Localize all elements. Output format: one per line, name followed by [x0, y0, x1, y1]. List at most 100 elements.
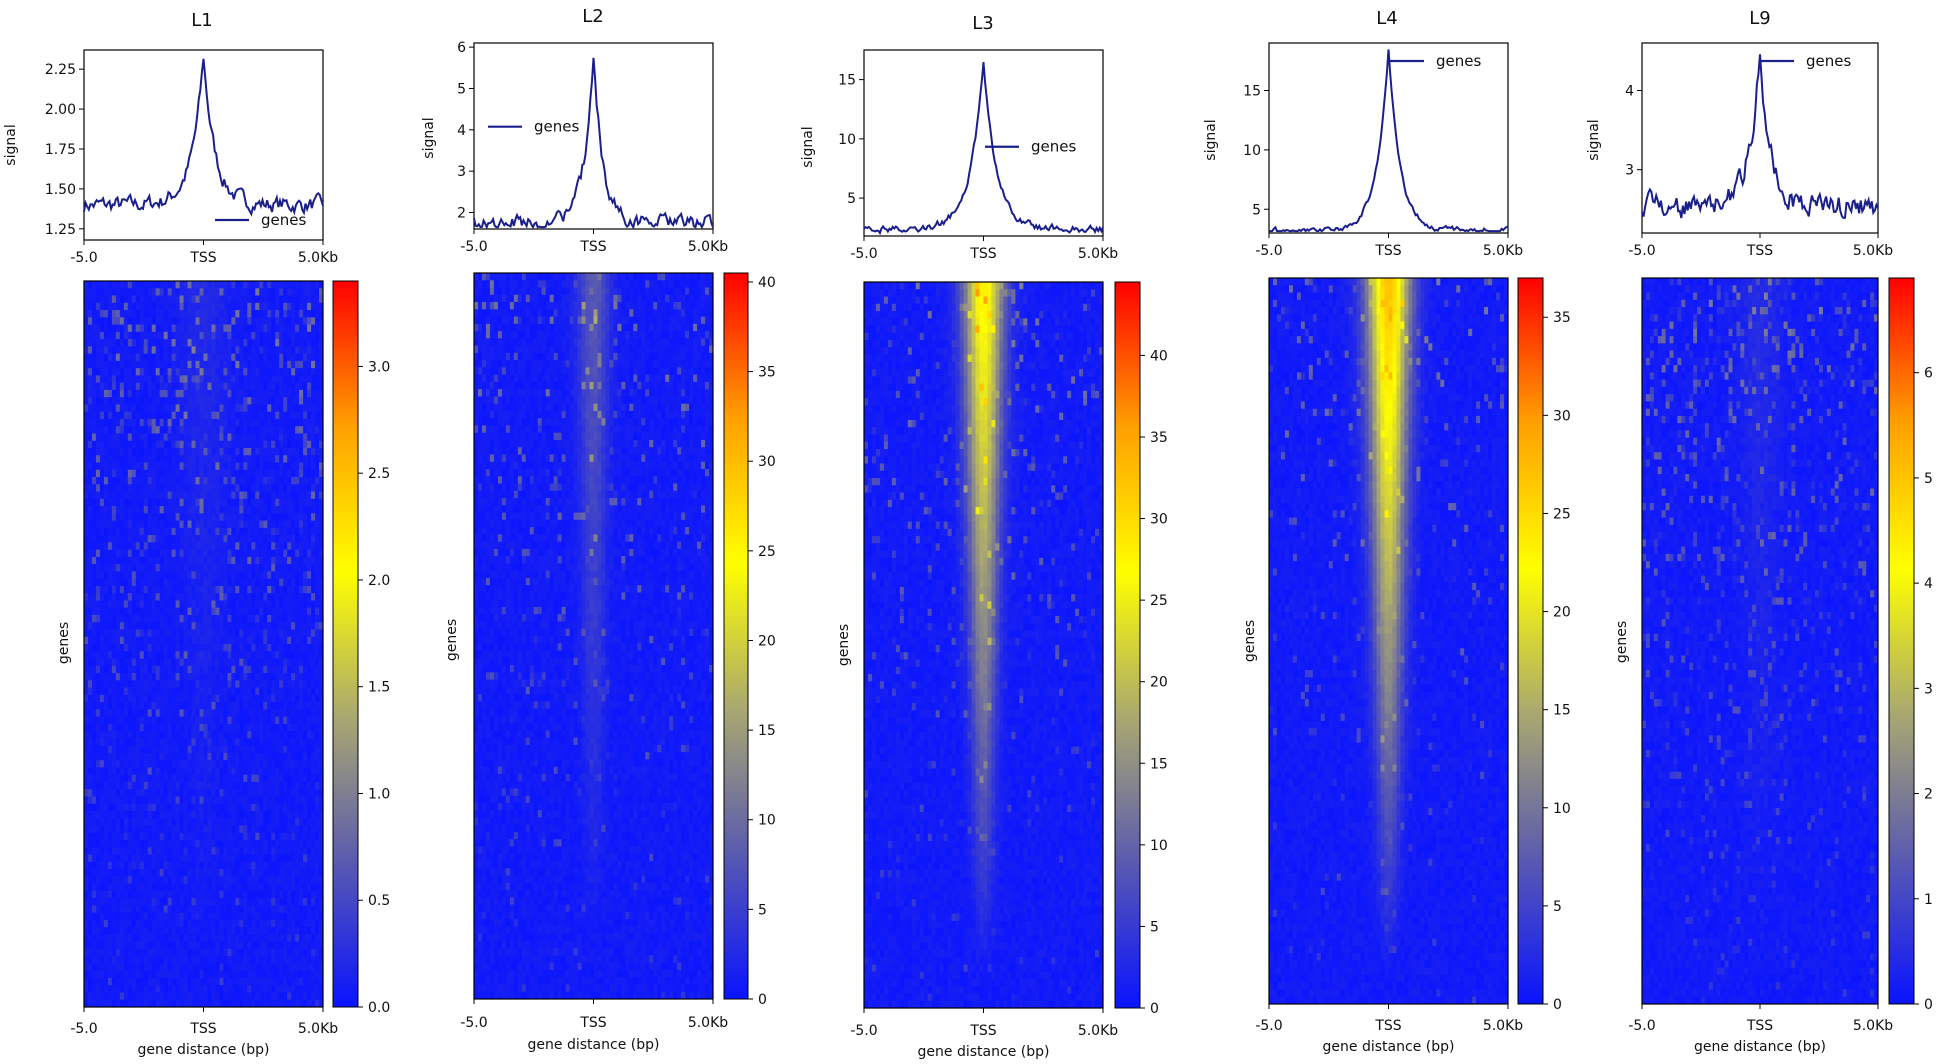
heatmap-cell: [247, 433, 251, 441]
heatmap-cell: [275, 390, 279, 398]
heatmap-cell: [315, 375, 319, 383]
heatmap-cell: [215, 303, 219, 311]
heatmap-cell: [231, 303, 235, 311]
heatmap-cell: [231, 433, 235, 441]
heatmap-cell: [104, 288, 108, 296]
heatmap-cell: [215, 354, 219, 362]
heatmap-cell: [136, 332, 140, 340]
heatmap-cell: [92, 426, 96, 434]
heatmap-cell: [92, 433, 96, 441]
heatmap-cell: [251, 397, 255, 405]
heatmap-cell: [295, 281, 299, 289]
heatmap-cell: [144, 412, 148, 420]
heatmap-cell: [291, 346, 295, 354]
heatmap-cell: [180, 419, 184, 427]
heatmap-cell: [204, 412, 208, 420]
heatmap-cell: [271, 303, 275, 311]
heatmap-cell: [108, 339, 112, 347]
heatmap-cell: [267, 332, 271, 340]
heatmap-cell: [156, 332, 160, 340]
heatmap-cell: [204, 390, 208, 398]
heatmap-cell: [164, 383, 168, 391]
heatmap-cell: [104, 368, 108, 376]
heatmap-cell: [116, 281, 120, 289]
heatmap-cell: [207, 317, 211, 325]
heatmap-cell: [263, 426, 267, 434]
heatmap-cell: [227, 296, 231, 304]
heatmap-cell: [148, 412, 152, 420]
heatmap-cell: [219, 296, 223, 304]
heatmap-cell: [215, 317, 219, 325]
heatmap-cell: [184, 354, 188, 362]
heatmap-cell: [152, 419, 156, 427]
heatmap-cell: [235, 375, 239, 383]
heatmap-cell: [231, 339, 235, 347]
heatmap-cell: [231, 288, 235, 296]
heatmap-cell: [192, 332, 196, 340]
heatmap-cell: [235, 303, 239, 311]
heatmap-cell: [259, 325, 263, 333]
heatmap-cell: [235, 390, 239, 398]
heatmap-cell: [144, 361, 148, 369]
heatmap-cell: [200, 397, 204, 405]
heatmap-cell: [243, 354, 247, 362]
heatmap-cell: [104, 404, 108, 412]
heatmap-cell: [291, 419, 295, 427]
heatmap-cell: [188, 419, 192, 427]
heatmap-cell: [188, 296, 192, 304]
panel-l1: L11.251.501.752.002.25signalgenes-5.0 TSS…: [3, 10, 390, 1058]
heatmap-cell: [92, 412, 96, 420]
heatmap-cell: [247, 404, 251, 412]
heatmap-cell: [184, 426, 188, 434]
heatmap-cell: [84, 361, 88, 369]
heatmap-cell: [275, 383, 279, 391]
heatmap-cell: [112, 325, 116, 333]
heatmap-cell: [211, 361, 215, 369]
heatmap-cell: [88, 325, 92, 333]
heatmap-cell: [100, 281, 104, 289]
heatmap-cell: [235, 346, 239, 354]
heatmap-cell: [108, 390, 112, 398]
heatmap-cell: [299, 368, 303, 376]
heatmap-cell: [227, 332, 231, 340]
heatmap-cell: [136, 404, 140, 412]
heatmap-cell: [267, 375, 271, 383]
heatmap-cell: [207, 433, 211, 441]
heatmap-cell: [144, 354, 148, 362]
heatmap-cell: [132, 346, 136, 354]
heatmap-cell: [303, 296, 307, 304]
heatmap-cell: [207, 281, 211, 289]
heatmap-cell: [247, 310, 251, 318]
heatmap-cell: [227, 288, 231, 296]
heatmap-cell: [259, 404, 263, 412]
heatmap-cell: [160, 317, 164, 325]
heatmap-cell: [132, 412, 136, 420]
heatmap-cell: [239, 404, 243, 412]
heatmap-cell: [275, 310, 279, 318]
heatmap-cell: [279, 317, 283, 325]
heatmap-cell: [243, 412, 247, 420]
heatmap-cell: [315, 426, 319, 434]
heatmap-cell: [299, 310, 303, 318]
heatmap-cell: [315, 310, 319, 318]
profile-ytick-label: 2.00: [45, 102, 76, 118]
heatmap-cell: [120, 426, 124, 434]
heatmap-cell: [148, 325, 152, 333]
heatmap-cell: [287, 375, 291, 383]
heatmap-cell: [132, 296, 136, 304]
heatmap-cell: [235, 281, 239, 289]
heatmap-cell: [223, 325, 227, 333]
heatmap-cell: [192, 361, 196, 369]
heatmap-cell: [100, 441, 104, 449]
heatmap-cell: [148, 375, 152, 383]
heatmap-cell: [223, 368, 227, 376]
heatmap-cell: [144, 325, 148, 333]
heatmap-cell: [255, 412, 259, 420]
heatmap-cell: [227, 426, 231, 434]
heatmap-cells: [84, 281, 323, 1007]
heatmap-cell: [211, 339, 215, 347]
heatmap-cell: [84, 441, 88, 449]
heatmap-cell: [259, 426, 263, 434]
heatmap-cell: [196, 390, 200, 398]
heatmap-cell: [172, 433, 176, 441]
